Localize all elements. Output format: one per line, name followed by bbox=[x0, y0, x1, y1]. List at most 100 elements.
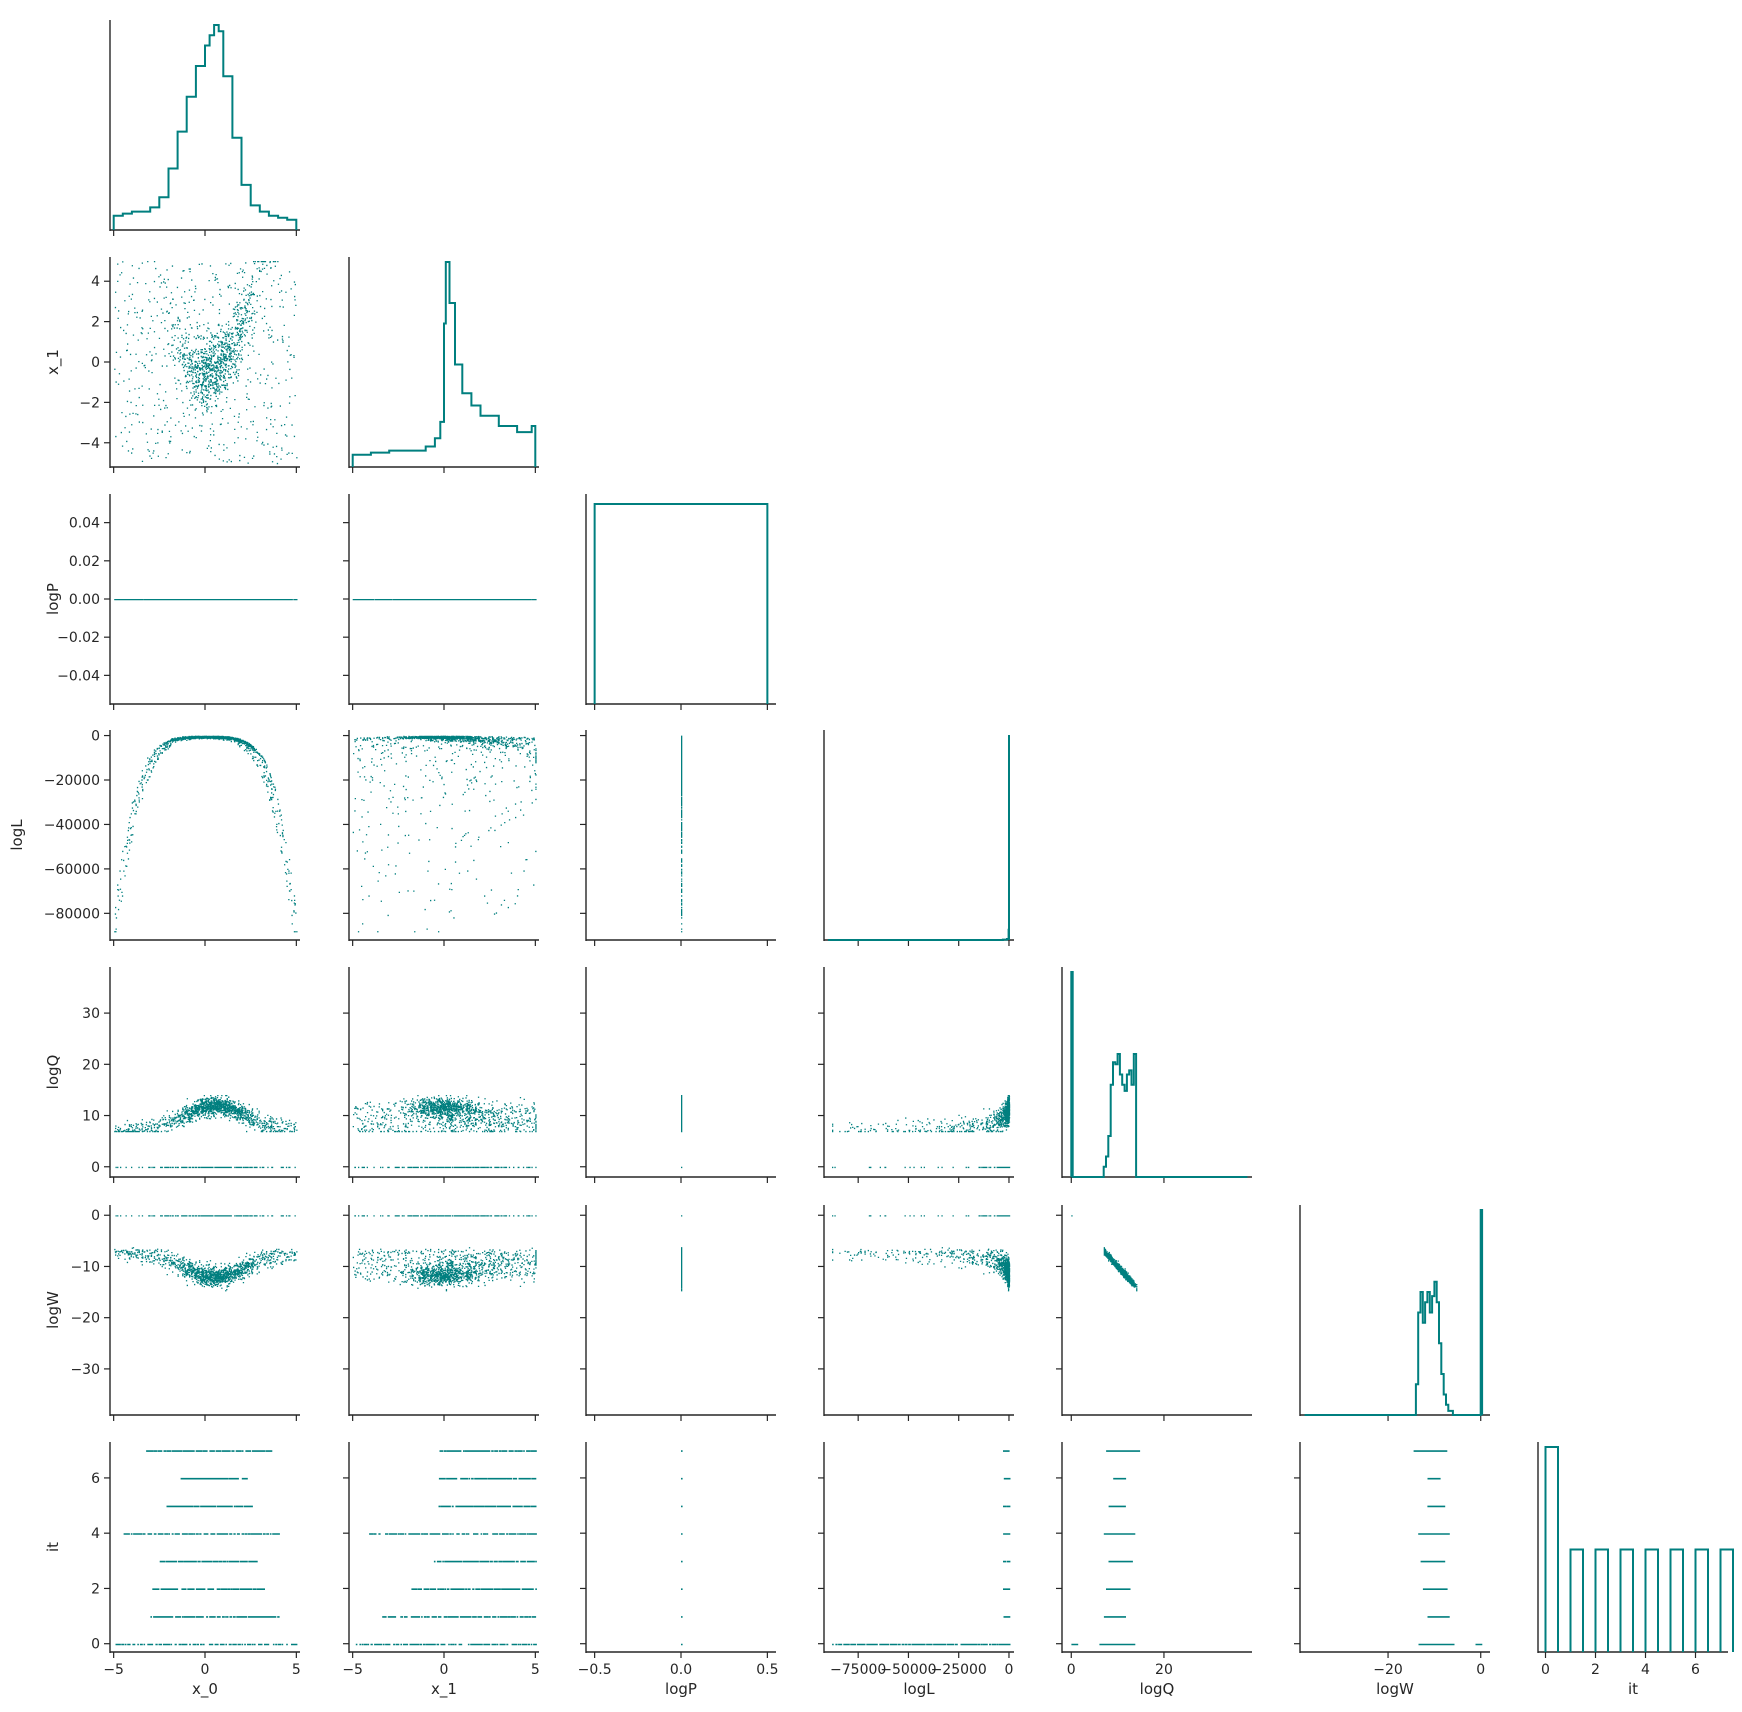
x-tick-label: 2 bbox=[1591, 1662, 1600, 1678]
y-tick-label: 0.04 bbox=[69, 516, 100, 532]
y-axis-label: x_1 bbox=[44, 349, 63, 375]
panel-logW-vs-logW bbox=[1299, 1205, 1490, 1421]
scatter-points bbox=[352, 1095, 537, 1169]
panel-logP-vs-x_1 bbox=[343, 494, 539, 710]
scatter-points bbox=[681, 1450, 683, 1646]
x-axis-label: logL bbox=[903, 1680, 935, 1698]
histogram-logQ bbox=[1070, 971, 1248, 1178]
panel-logQ-vs-x_0: 0 10 20 30 logQ bbox=[44, 967, 300, 1183]
x-tick-label: −50000 bbox=[880, 1662, 936, 1678]
panel-logP-vs-logP bbox=[585, 494, 776, 710]
scatter-points bbox=[355, 1450, 537, 1646]
x-axis-label: logP bbox=[665, 1680, 697, 1698]
histogram-bar bbox=[1719, 1548, 1734, 1652]
scatter-points bbox=[1413, 1450, 1483, 1646]
x-tick-label: 0 bbox=[440, 1662, 449, 1678]
y-tick-label: −10 bbox=[70, 1259, 100, 1275]
panel-logW-vs-logP bbox=[580, 1205, 776, 1421]
panel-logL-vs-logL bbox=[823, 730, 1014, 946]
scatter-points bbox=[114, 261, 298, 465]
panel-x_0-vs-x_0 bbox=[109, 20, 300, 236]
scatter-points bbox=[114, 599, 298, 601]
panel-logL-vs-x_1 bbox=[343, 730, 539, 946]
x-tick-label: −75000 bbox=[830, 1662, 886, 1678]
y-tick-label: 0 bbox=[91, 1208, 100, 1224]
panel-logW-vs-x_0: 0 −10 −20 −30 logW bbox=[44, 1205, 300, 1421]
panel-it-vs-x_1: −5 0 5 x_1 bbox=[342, 1442, 540, 1699]
panel-it-vs-logQ: 0 20 logQ bbox=[1056, 1442, 1252, 1698]
scatter-points bbox=[352, 735, 537, 933]
y-tick-label: 20 bbox=[82, 1057, 100, 1073]
panel-logP-vs-x_0: 0.04 0.02 0.00 −0.02 −0.04 logP bbox=[44, 494, 300, 710]
x-tick-label: 4 bbox=[1641, 1662, 1650, 1678]
scatter-points bbox=[114, 735, 298, 933]
x-axis-label: it bbox=[1628, 1680, 1638, 1698]
x-axis-label: logQ bbox=[1140, 1680, 1175, 1698]
histogram-logL bbox=[828, 735, 1010, 941]
y-tick-label: 10 bbox=[82, 1109, 100, 1125]
histogram-x_0 bbox=[112, 24, 298, 230]
y-tick-label: 4 bbox=[91, 274, 100, 290]
y-axis-label: it bbox=[44, 1542, 62, 1552]
y-tick-label: 2 bbox=[91, 1581, 100, 1597]
panel-logQ-vs-logL bbox=[818, 967, 1014, 1183]
x-axis-label: x_1 bbox=[431, 1680, 457, 1699]
x-tick-label: 5 bbox=[292, 1662, 301, 1678]
panel-logQ-vs-x_1 bbox=[343, 967, 539, 1183]
y-tick-label: −2 bbox=[79, 395, 100, 411]
y-tick-label: 30 bbox=[82, 1006, 100, 1022]
x-tick-label: −0.5 bbox=[578, 1662, 612, 1678]
panel-x_1-vs-x_1 bbox=[348, 257, 539, 473]
histogram-bar bbox=[1669, 1548, 1684, 1652]
x-tick-label: 0.0 bbox=[670, 1662, 692, 1678]
x-tick-label: −20 bbox=[1373, 1662, 1403, 1678]
histogram-bar bbox=[1619, 1548, 1634, 1652]
x-tick-label: 20 bbox=[1155, 1662, 1173, 1678]
panel-x_1-vs-x_0: 4 2 0 −2 −4 x_1 bbox=[44, 257, 300, 473]
x-tick-label: 5 bbox=[531, 1662, 540, 1678]
panel-logW-vs-x_1 bbox=[343, 1205, 539, 1421]
scatter-points bbox=[681, 735, 683, 933]
y-tick-label: 4 bbox=[91, 1526, 100, 1542]
scatter-points bbox=[681, 1215, 683, 1292]
y-axis-label: logP bbox=[44, 583, 62, 615]
y-tick-label: −20000 bbox=[44, 773, 100, 789]
y-tick-label: 0.00 bbox=[69, 592, 100, 608]
scatter-points bbox=[832, 1450, 1011, 1646]
y-tick-label: 0.02 bbox=[69, 554, 100, 570]
scatter-points bbox=[681, 1095, 683, 1169]
x-tick-label: −25000 bbox=[931, 1662, 987, 1678]
histogram-bar bbox=[1569, 1548, 1584, 1652]
panel-logQ-vs-logP bbox=[580, 967, 776, 1183]
histogram-bar bbox=[1544, 1446, 1559, 1652]
panel-logW-vs-logL bbox=[818, 1205, 1014, 1421]
scatter-points bbox=[1071, 1450, 1141, 1646]
x-axis-label: x_0 bbox=[192, 1680, 218, 1699]
y-tick-label: 6 bbox=[91, 1471, 100, 1487]
panel-it-vs-logW: −20 0 logW bbox=[1294, 1442, 1490, 1698]
x-tick-label: 0 bbox=[1541, 1662, 1550, 1678]
scatter-points bbox=[1071, 1215, 1138, 1292]
y-tick-label: −20 bbox=[70, 1311, 100, 1327]
y-tick-label: −0.02 bbox=[57, 630, 100, 646]
y-axis-label: logL bbox=[8, 819, 26, 851]
x-tick-label: 6 bbox=[1691, 1662, 1700, 1678]
panel-it-vs-it: 0 2 4 6 it bbox=[1537, 1442, 1734, 1698]
histogram-x_1 bbox=[351, 261, 537, 467]
x-tick-label: −5 bbox=[103, 1662, 124, 1678]
panel-logL-vs-logP bbox=[580, 730, 776, 946]
y-tick-label: −60000 bbox=[44, 862, 100, 878]
x-tick-label: 0 bbox=[201, 1662, 210, 1678]
x-axis-label: logW bbox=[1376, 1680, 1414, 1698]
y-tick-label: 0 bbox=[91, 355, 100, 371]
scatter-points bbox=[114, 1215, 298, 1292]
panel-it-vs-logL: −75000−50000−25000 0 logL bbox=[818, 1442, 1014, 1698]
scatter-points bbox=[832, 1215, 1011, 1292]
panel-logL-vs-x_0: 0 −20000 −40000 −60000 −80000 logL bbox=[8, 729, 300, 946]
x-tick-label: 0.5 bbox=[756, 1662, 778, 1678]
histogram-logW bbox=[1304, 1209, 1484, 1416]
y-tick-label: −40000 bbox=[44, 817, 100, 833]
histogram-bar bbox=[1594, 1548, 1609, 1652]
